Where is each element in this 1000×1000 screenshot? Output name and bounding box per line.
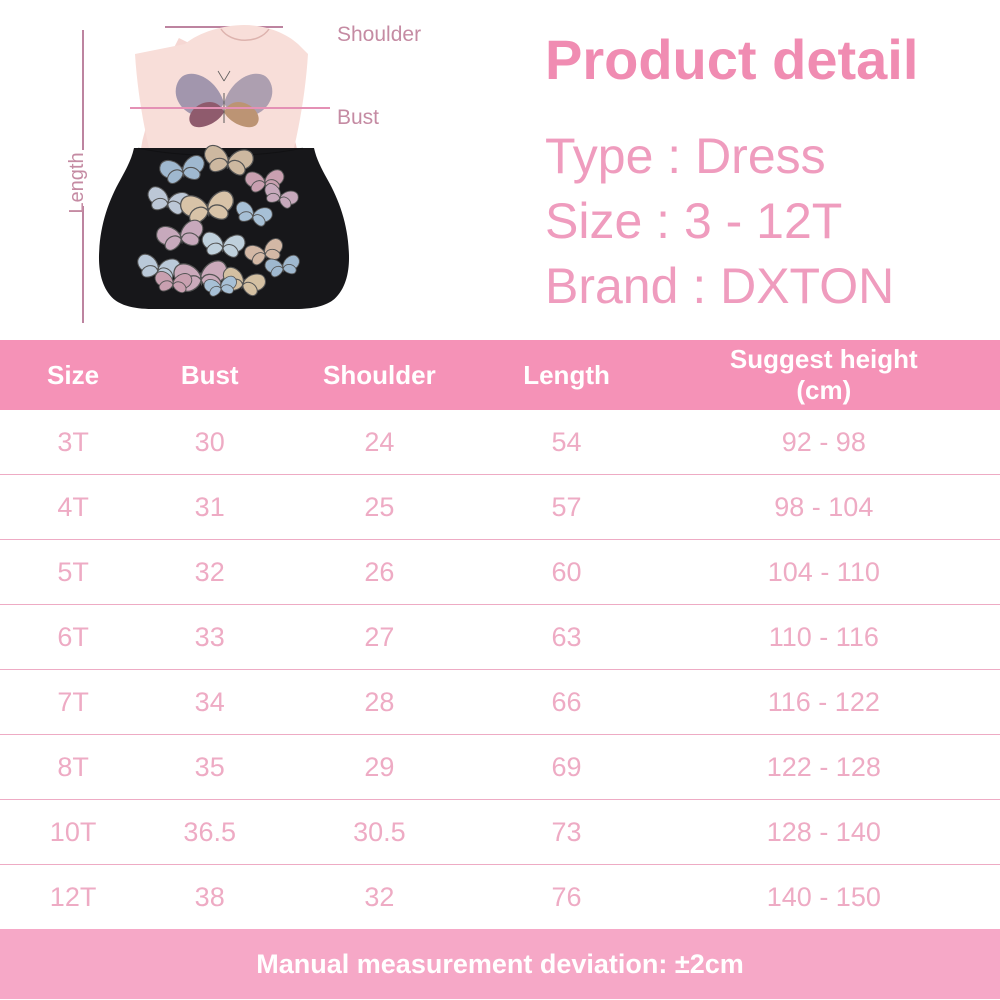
svg-text:Bust: Bust [337,106,379,129]
svg-text:Length: Length [66,152,88,213]
svg-text:Shoulder: Shoulder [337,23,421,46]
